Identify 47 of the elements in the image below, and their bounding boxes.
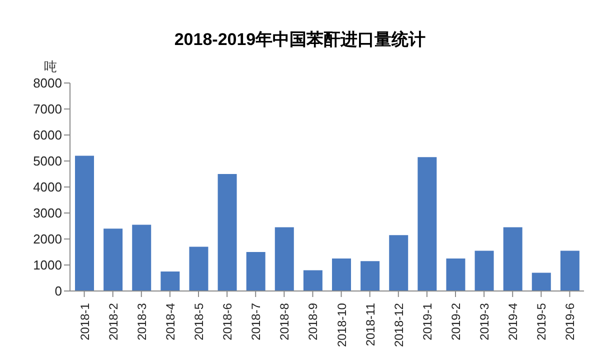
bar — [503, 227, 522, 291]
x-tick-label: 2018-4 — [163, 302, 178, 340]
y-tick-label: 8000 — [33, 76, 62, 91]
x-tick-label: 2018-1 — [78, 302, 92, 340]
chart-title: 2018-2019年中国苯酐进口量统计 — [173, 29, 427, 51]
bar — [532, 272, 551, 291]
y-tick-label: 6000 — [33, 128, 62, 143]
bar — [446, 258, 466, 291]
bar — [132, 224, 152, 291]
y-tick-label: 7000 — [33, 102, 62, 117]
y-axis-title: 吨 — [44, 58, 57, 76]
x-tick-label: 2018-5 — [192, 302, 206, 340]
x-tick-label: 2018-8 — [278, 302, 292, 340]
x-tick-label: 2019-4 — [506, 302, 520, 340]
y-tick-label: 2000 — [33, 232, 62, 247]
y-tick-label: 0 — [54, 284, 62, 299]
x-tick-label: 2018-11 — [363, 302, 378, 346]
bar — [274, 227, 294, 291]
bar — [218, 174, 237, 291]
x-tick-label: 2018-10 — [334, 302, 349, 348]
bar — [389, 235, 408, 291]
y-tick-label: 4000 — [33, 180, 62, 195]
bar — [303, 270, 322, 291]
x-tick-label: 2019-2 — [449, 302, 464, 340]
x-tick-label: 2018-9 — [306, 302, 320, 340]
x-tick-label: 2019-3 — [478, 302, 492, 340]
x-tick-label: 2018-12 — [392, 302, 406, 348]
bar — [104, 228, 123, 291]
bar — [560, 250, 580, 291]
bar — [246, 252, 266, 291]
bar — [189, 246, 208, 291]
x-tick-label: 2019-6 — [563, 302, 578, 340]
y-tick-label: 5000 — [33, 154, 62, 169]
bar — [418, 157, 437, 291]
x-tick-label: 2018-3 — [134, 302, 149, 340]
bar — [360, 261, 380, 291]
y-tick-label: 3000 — [33, 206, 62, 221]
x-tick-label: 2019-5 — [534, 302, 549, 340]
x-tick-label: 2018-7 — [249, 302, 264, 340]
x-tick-label: 2018-6 — [220, 302, 235, 340]
y-tick-label: 1000 — [33, 258, 62, 273]
bar — [332, 258, 351, 291]
bar — [160, 272, 180, 291]
x-tick-label: 2018-2 — [106, 302, 120, 340]
bar — [75, 156, 94, 291]
x-tick-label: 2019-1 — [420, 302, 434, 340]
bar — [474, 250, 494, 291]
